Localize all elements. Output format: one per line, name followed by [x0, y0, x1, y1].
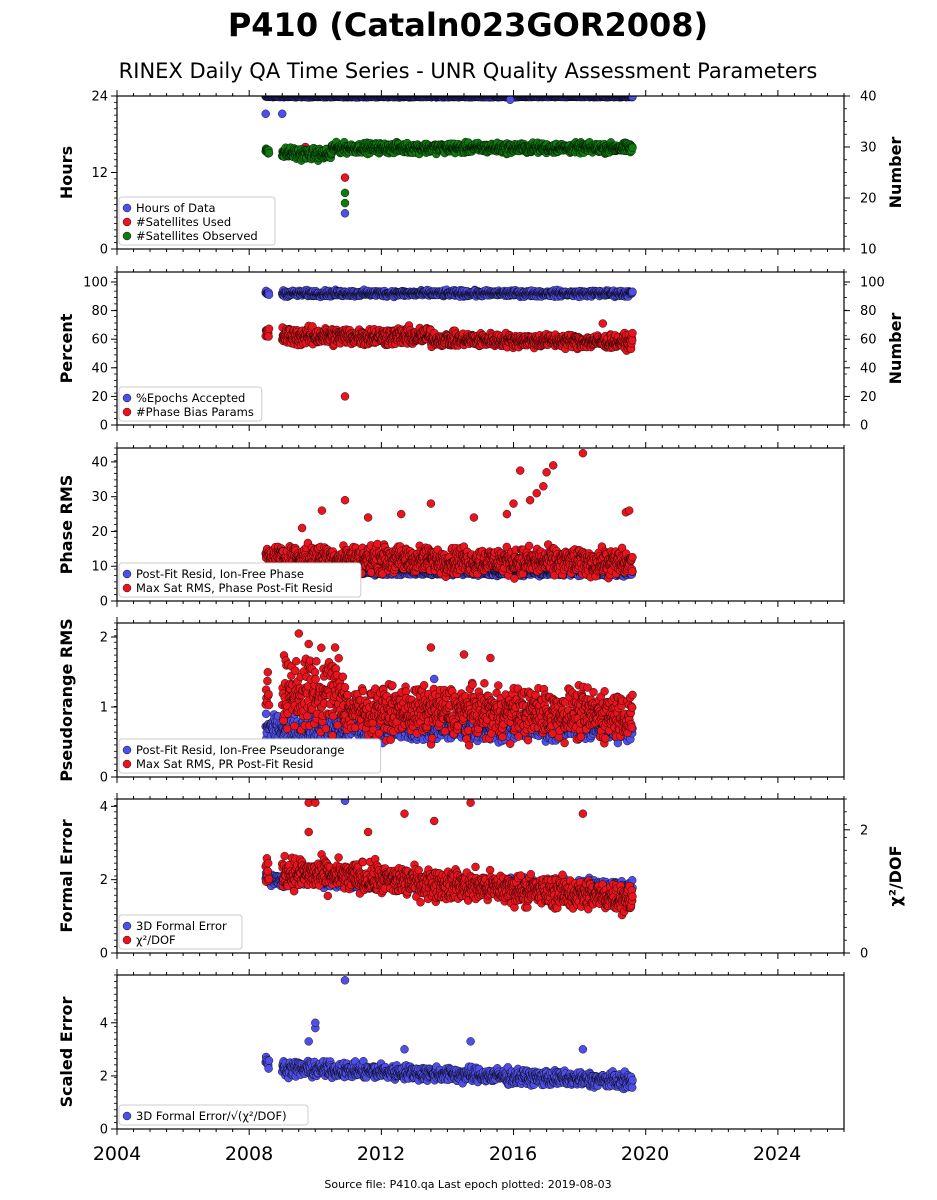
y-tick-label-right: 30	[860, 141, 877, 156]
legend-entry: #Satellites Used	[136, 215, 231, 229]
panel-2: 0 20 40 60 80 100 0 20 40 60 80 100 Number Percent %Ep…	[57, 266, 905, 434]
y-axis-label-right: Number	[886, 313, 905, 385]
y-tick-label: 80	[91, 304, 108, 319]
series-2	[261, 319, 637, 401]
y-axis-label: Percent	[57, 313, 76, 383]
legend: Hours of Data#Satellites Used#Satellites…	[118, 196, 276, 246]
data-point	[628, 328, 637, 338]
figure-subtitle: RINEX Daily QA Time Series - UNR Quality…	[119, 59, 818, 83]
y-tick-label-right: 20	[860, 390, 877, 405]
y-tick-label: 20	[91, 390, 108, 405]
y-tick-label-right: 40	[860, 361, 877, 376]
data-point-outlier	[340, 209, 350, 218]
series-3	[261, 137, 637, 208]
data-point	[264, 148, 274, 158]
plot-area	[261, 96, 637, 218]
figure-title: P410 (Cataln023GOR2008)	[228, 6, 708, 44]
series-1	[261, 285, 637, 302]
legend: %Epochs Accepted#Phase Bias Params	[118, 386, 263, 422]
data-point	[264, 332, 273, 341]
y-tick-label: 24	[91, 90, 108, 105]
legend-marker	[122, 217, 132, 227]
data-point-outlier	[261, 109, 270, 119]
y-tick-label-right: 40	[860, 90, 877, 105]
data-point-outlier	[340, 198, 350, 208]
plot-area	[261, 285, 637, 401]
data-point-outlier	[340, 392, 350, 401]
data-point	[628, 336, 637, 345]
legend-entry: #Satellites Observed	[136, 229, 258, 243]
legend-marker	[122, 407, 132, 417]
legend-marker	[122, 203, 132, 213]
data-point-outlier	[340, 173, 350, 182]
y-tick-label: 40	[91, 361, 108, 376]
y-axis-label: Hours	[57, 146, 76, 199]
data-point	[264, 290, 274, 299]
y-tick-label: 60	[91, 333, 108, 348]
legend-entry: Hours of Data	[136, 201, 216, 215]
data-point-outlier	[278, 109, 287, 119]
y-tick-label-right: 60	[860, 333, 877, 348]
data-point	[628, 287, 637, 296]
y-tick-label: 0	[100, 419, 108, 434]
legend-entry: #Phase Bias Params	[136, 405, 254, 419]
y-tick-label-right: 0	[860, 419, 868, 434]
series-1	[261, 96, 637, 218]
y-tick-label: 100	[83, 276, 108, 291]
legend-marker	[122, 231, 132, 241]
legend-marker	[122, 393, 132, 403]
y-tick-label-right: 20	[860, 192, 877, 207]
y-tick-label-right: 10	[860, 243, 877, 258]
data-point-outlier	[598, 319, 607, 328]
data-point-outlier	[340, 188, 350, 198]
y-tick-label: 0	[100, 243, 108, 258]
y-tick-label-right: 80	[860, 304, 877, 319]
y-axis-label-right: Number	[886, 137, 905, 209]
legend-entry: %Epochs Accepted	[136, 391, 245, 405]
y-tick-label-right: 100	[860, 276, 885, 291]
data-point-outlier	[506, 96, 515, 104]
data-point	[264, 324, 274, 333]
y-tick-label: 12	[91, 166, 108, 181]
legend-box	[118, 196, 276, 246]
data-point	[628, 143, 637, 153]
